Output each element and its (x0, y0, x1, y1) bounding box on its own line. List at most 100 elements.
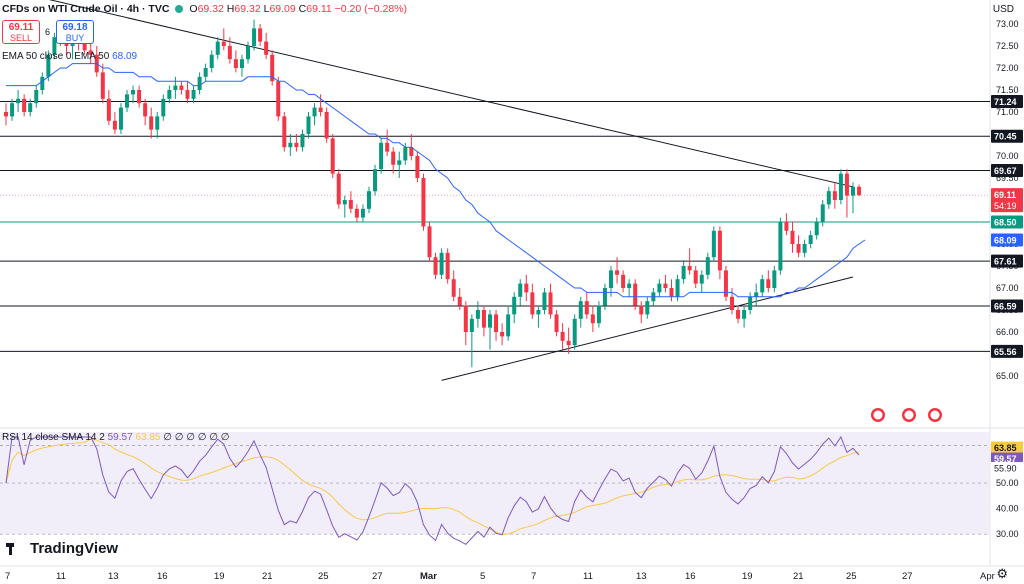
candle-body (687, 266, 692, 271)
time-tick-label: 27 (372, 571, 383, 582)
candle-body (233, 59, 238, 68)
candle-body (693, 270, 698, 284)
candle-body (155, 116, 160, 130)
candle-body (445, 252, 450, 280)
candle-body (615, 270, 620, 275)
candle-body (711, 230, 716, 258)
price-tick-label: 72.50 (996, 41, 1019, 51)
candle-body (717, 230, 722, 271)
candle-body (409, 147, 414, 156)
candle-body (294, 142, 299, 148)
candle-body (324, 112, 329, 139)
ema-legend-value: 68.09 (112, 51, 138, 62)
candle-body (832, 191, 837, 200)
candle-body (354, 208, 359, 218)
buy-price: 69.18 (62, 22, 88, 33)
level-tag: 69.67 (994, 166, 1017, 176)
candle-body (385, 142, 390, 152)
candle-body (657, 283, 662, 293)
candle-body (397, 160, 402, 165)
candle-body (506, 314, 511, 337)
candle-body (590, 314, 595, 324)
candle-body (179, 85, 184, 90)
price-tick-label: 69.50 (996, 173, 1019, 183)
level-tag-bg (991, 299, 1023, 313)
candle-body (736, 310, 741, 319)
rsi-legend[interactable]: RSI 14 close SMA 14 2 59.57 63.85 ∅ ∅ ∅ … (2, 432, 229, 443)
time-tick-label: 19 (742, 571, 753, 582)
candle-body (22, 98, 27, 112)
candle-body (46, 54, 51, 77)
candle-body (16, 98, 21, 104)
candle-body (191, 90, 196, 99)
candle-body (488, 314, 492, 328)
candle-body (439, 252, 444, 275)
candle-body (143, 103, 148, 117)
time-tick-label: 7 (5, 571, 10, 582)
candle-body (300, 134, 305, 148)
price-tick-label: 67.00 (996, 283, 1019, 293)
candle-body (518, 283, 523, 297)
level-tag: 65.56 (994, 347, 1017, 357)
candle-body (427, 226, 432, 258)
candle-body (796, 244, 801, 253)
open-value: 69.32 (197, 3, 224, 15)
candle-body (131, 90, 136, 95)
candle-body (802, 244, 807, 253)
candle-body (596, 305, 601, 324)
candle-body (621, 274, 626, 288)
level-tag: 67.61 (994, 257, 1017, 267)
rsi-tag: 59.57 (994, 454, 1017, 464)
rsi-tick-label: 40.00 (996, 504, 1019, 514)
candle-body (161, 98, 166, 117)
candle-body (742, 310, 747, 319)
candle-body (4, 112, 8, 117)
candle-body (851, 186, 855, 196)
price-tick-label: 73.00 (996, 19, 1019, 29)
candle-body (663, 283, 668, 288)
gear-icon[interactable]: ⚙ (996, 566, 1008, 581)
candle-body (360, 208, 365, 218)
time-tick-label: 7 (531, 571, 536, 582)
candle-body (282, 116, 287, 148)
candle-body (221, 41, 226, 46)
symbol-title[interactable]: CFDs on WTI Crude Oil · 4h · TVC (2, 3, 170, 15)
candle-body (167, 90, 172, 99)
candle-body (584, 301, 589, 315)
candle-body (227, 46, 232, 60)
candle-body (215, 41, 220, 55)
candle-body (173, 85, 178, 90)
sell-price: 69.11 (8, 22, 34, 33)
economic-event-icon (904, 410, 914, 420)
rsi-line (5, 435, 860, 546)
sell-button[interactable]: 69.11 SELL (2, 20, 40, 44)
ema-legend-label: EMA 50 close 0 EMA 50 (2, 51, 110, 62)
ema-legend[interactable]: EMA 50 close 0 EMA 50 68.09 (2, 51, 137, 62)
candle-body (524, 283, 529, 293)
time-tick-label: 25 (318, 571, 329, 582)
tradingview-logo-icon (6, 542, 26, 555)
candle-body (748, 296, 753, 310)
candle-body (270, 54, 275, 82)
candle-body (578, 301, 583, 319)
rsi-legend-label: RSI 14 close SMA 14 2 (2, 432, 105, 443)
candle-body (185, 90, 190, 99)
sell-label: SELL (9, 33, 33, 43)
buy-button[interactable]: 69.18 BUY (56, 20, 94, 44)
candle-body (475, 310, 480, 319)
candle-body (530, 292, 535, 315)
candle-body (118, 107, 123, 130)
candle-body (264, 41, 269, 55)
candle-body (566, 340, 571, 346)
candle-body (645, 301, 650, 315)
time-tick-label: Mar (420, 571, 437, 582)
candle-body (790, 230, 795, 244)
candle-body (844, 173, 849, 196)
rsi-legend-rest: ∅ ∅ ∅ ∅ ∅ ∅ (163, 432, 230, 443)
currency-label[interactable]: USD (992, 4, 1014, 15)
ema-line (6, 63, 866, 298)
rsi-tag-bg (991, 452, 1023, 465)
time-tick-label: 5 (480, 571, 485, 582)
buy-label: BUY (65, 33, 85, 43)
